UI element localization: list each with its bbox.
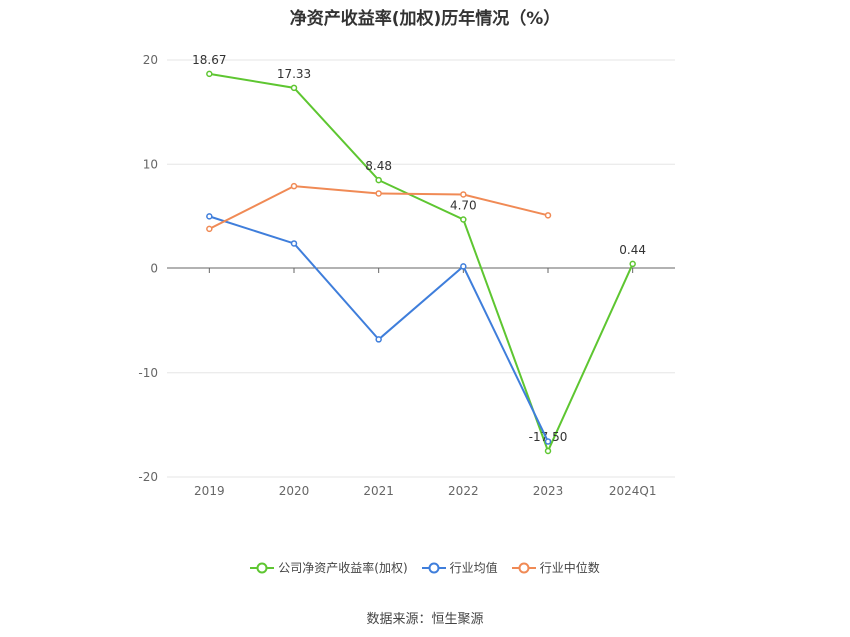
x-tick-label: 2020 [279,484,310,498]
x-tick-label: 2021 [363,484,394,498]
data-point [290,84,298,92]
x-tick-label: 2023 [533,484,564,498]
legend-label: 行业均值 [449,561,498,575]
data-point [460,216,467,223]
legend-swatch-icon [421,562,446,573]
data-point [206,70,213,78]
data-point [375,176,382,184]
data-label: 18.67 [192,53,226,67]
x-tick-label: 2024Q1 [609,484,657,498]
series-line-1 [209,215,549,442]
y-tick-label: 10 [143,157,158,171]
data-point [544,438,552,445]
series-line-0 [209,72,634,454]
legend-label: 公司净资产收益率(加权) [278,561,408,575]
data-point [290,182,298,190]
data-point [206,225,213,233]
legend-swatch-icon [511,562,536,573]
legend-label: 行业中位数 [539,561,600,575]
data-point [460,263,467,270]
data-label: 8.48 [365,159,392,173]
data-point [544,447,552,455]
data-point [544,212,552,219]
data-point [460,191,467,198]
legend: 公司净资产收益率(加权) 行业均值 行业中位数 [0,559,850,576]
y-tick-label: -10 [138,366,158,380]
y-tick-label: 20 [143,53,158,67]
data-label: 0.44 [619,243,646,257]
legend-item[interactable]: 行业中位数 [511,559,600,576]
data-point [629,260,636,268]
x-tick-label: 2022 [448,484,479,498]
legend-item[interactable]: 行业均值 [421,559,498,576]
data-point [206,213,213,220]
data-point [375,190,382,197]
data-point [290,240,298,247]
source-note: 数据来源：恒生聚源 [366,612,484,627]
chart-title: 净资产收益率(加权)历年情况（%） [289,9,561,29]
x-tick-label: 2019 [194,484,225,498]
data-label: -17.50 [529,430,568,444]
y-tick-label: 0 [150,262,158,276]
legend-item[interactable]: 公司净资产收益率(加权) [250,559,408,576]
data-label: 4.70 [450,199,477,213]
data-point [375,336,382,343]
data-label: 17.33 [277,67,311,81]
legend-swatch-icon [250,562,275,573]
y-tick-label: -20 [138,470,158,484]
